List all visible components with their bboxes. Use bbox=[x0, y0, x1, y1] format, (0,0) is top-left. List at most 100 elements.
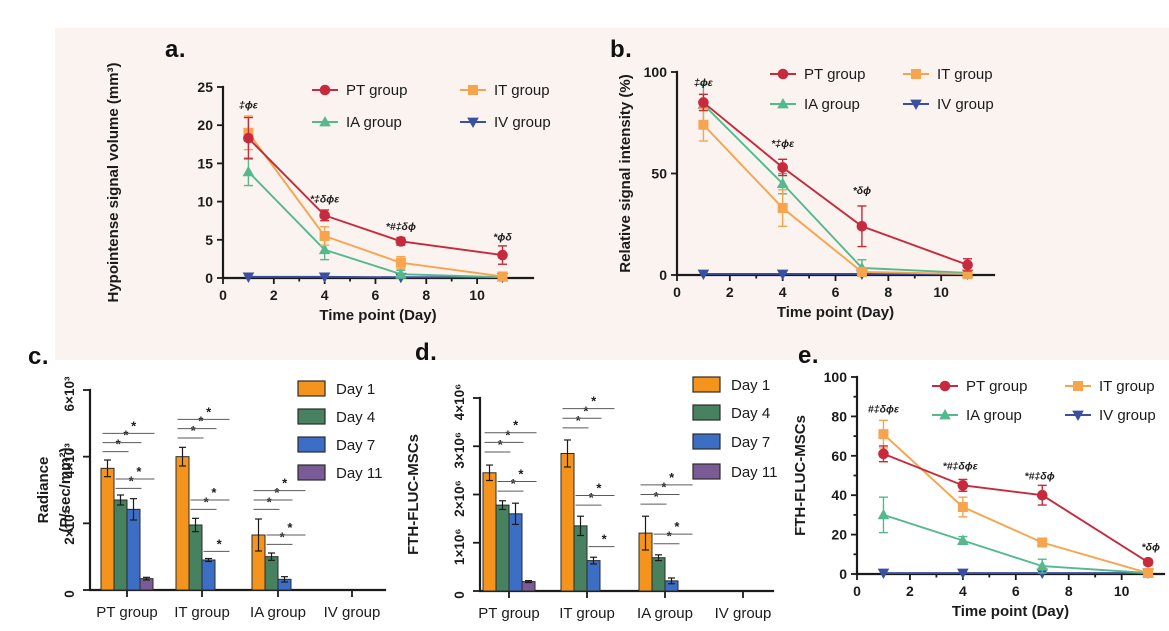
legend-item-day-1: Day 1 bbox=[297, 380, 375, 398]
svg-text:10: 10 bbox=[469, 287, 485, 303]
svg-text:*: * bbox=[518, 466, 524, 481]
svg-text:4×10⁶: 4×10⁶ bbox=[452, 384, 467, 421]
bars-day-4 bbox=[495, 500, 666, 592]
svg-text:2×10³: 2×10³ bbox=[62, 509, 77, 544]
svg-text:*: * bbox=[661, 480, 667, 495]
svg-text:IT group: IT group bbox=[559, 605, 615, 622]
svg-text:0: 0 bbox=[673, 284, 681, 300]
svg-text:2: 2 bbox=[906, 583, 914, 599]
panel-d-label: d. bbox=[415, 339, 438, 366]
svg-text:5: 5 bbox=[205, 232, 213, 248]
tick-labels: 0 5 10 15 20 25 0 2 4 6 8 10 bbox=[197, 79, 485, 303]
svg-text:6: 6 bbox=[832, 284, 840, 300]
svg-text:*: * bbox=[596, 480, 602, 495]
svg-text:100: 100 bbox=[644, 64, 668, 80]
y-axis-title: FTH-FLUC-MSCs bbox=[405, 434, 422, 555]
svg-text:‡ϕε: ‡ϕε bbox=[239, 99, 259, 111]
svg-text:*: * bbox=[217, 536, 223, 551]
svg-text:FTH-FLUC-MSCs: FTH-FLUC-MSCs bbox=[792, 415, 809, 536]
svg-text:*#‡δϕ: *#‡δϕ bbox=[1025, 470, 1055, 482]
bars-day-4 bbox=[113, 494, 279, 591]
svg-text:Day 1: Day 1 bbox=[731, 377, 770, 394]
panel-a: a. 0 5 10 15 20 25 0 2 4 6 8 10 Time point (Day) Hypo… bbox=[60, 30, 605, 340]
legend-item-day-4: Day 4 bbox=[297, 408, 375, 426]
svg-text:FTH-FLUC-MSCs: FTH-FLUC-MSCs bbox=[405, 434, 422, 555]
svg-text:*: * bbox=[267, 494, 273, 509]
svg-text:8: 8 bbox=[884, 284, 892, 300]
svg-text:Time point (Day): Time point (Day) bbox=[319, 307, 436, 324]
svg-text:4: 4 bbox=[959, 583, 967, 599]
svg-text:20: 20 bbox=[197, 117, 213, 133]
error-bar bbox=[512, 502, 519, 526]
svg-text:IV group: IV group bbox=[494, 114, 551, 131]
panel-b: b. 0 50 100 0 2 4 6 8 10 Time point (Day) Relative… bbox=[605, 30, 1165, 340]
svg-text:*: * bbox=[667, 529, 673, 544]
svg-text:IV group: IV group bbox=[937, 96, 994, 113]
legend: PT group IT group IA group IV group bbox=[312, 82, 551, 131]
chart-e-svg: 0 20 40 60 80 100 0 2 4 6 8 10 Time point (Day) FTH-F… bbox=[792, 369, 1166, 620]
svg-text:IA group: IA group bbox=[346, 114, 402, 131]
error-bar bbox=[499, 500, 506, 511]
svg-text:2×10⁶: 2×10⁶ bbox=[452, 480, 467, 517]
series-it-group bbox=[243, 115, 508, 282]
svg-text:*: * bbox=[511, 476, 517, 491]
svg-text:PT group: PT group bbox=[96, 604, 157, 621]
panel-c: c. 0 2×10³ 4×10³ 6×10³ Radiance (P/sec/mm²) PT… bbox=[10, 335, 395, 631]
svg-text:*: * bbox=[191, 423, 197, 438]
significance-annotations: ‡ϕε *‡δϕε *#‡δϕ *ϕδ bbox=[239, 99, 512, 243]
svg-text:*: * bbox=[674, 519, 680, 534]
svg-text:8: 8 bbox=[422, 287, 430, 303]
tick-marks bbox=[473, 397, 480, 592]
svg-text:IT group: IT group bbox=[174, 604, 230, 621]
bars-day-11 bbox=[139, 576, 154, 591]
svg-text:*: * bbox=[282, 476, 288, 491]
error-bar bbox=[104, 459, 111, 478]
category-labels: PT group IT group IA group IV group bbox=[96, 590, 380, 621]
series-ia-group bbox=[242, 157, 509, 282]
y-axis-title: Relative signal intensity (%) bbox=[617, 74, 634, 272]
error-bars bbox=[243, 116, 508, 265]
svg-text:*: * bbox=[576, 413, 582, 428]
svg-text:1×10⁶: 1×10⁶ bbox=[452, 528, 467, 565]
svg-text:*: * bbox=[129, 473, 135, 488]
svg-text:*: * bbox=[211, 485, 217, 500]
svg-text:PT group: PT group bbox=[804, 66, 865, 83]
svg-text:*: * bbox=[669, 470, 675, 485]
error-bar bbox=[564, 439, 571, 468]
x-axis-title: Time point (Day) bbox=[319, 307, 436, 324]
svg-text:6×10³: 6×10³ bbox=[62, 376, 77, 411]
svg-text:0: 0 bbox=[839, 566, 847, 582]
svg-text:IV group: IV group bbox=[715, 605, 772, 622]
svg-text:Day 7: Day 7 bbox=[731, 434, 770, 451]
error-bar bbox=[668, 577, 675, 585]
tick-labels: 0 50 100 0 2 4 6 8 10 bbox=[644, 64, 950, 300]
error-bar bbox=[117, 494, 124, 506]
svg-text:*ϕδ: *ϕδ bbox=[493, 232, 512, 244]
svg-text:(P/sec/mm²): (P/sec/mm²) bbox=[57, 447, 74, 532]
legend-item-day-1: Day 1 bbox=[692, 376, 770, 394]
y-axis-title: FTH-FLUC-MSCs bbox=[792, 415, 809, 536]
error-bar bbox=[192, 517, 199, 533]
significance-annotations: ‡ϕε *‡ϕε *δϕ bbox=[694, 77, 871, 197]
svg-text:IT group: IT group bbox=[494, 82, 550, 99]
svg-text:0: 0 bbox=[853, 583, 861, 599]
svg-text:0: 0 bbox=[205, 270, 213, 286]
legend: Day 1 Day 4 Day 7 Day 11 bbox=[297, 380, 382, 482]
error-bar bbox=[577, 515, 584, 537]
svg-text:Day 1: Day 1 bbox=[336, 381, 375, 398]
svg-text:*: * bbox=[116, 437, 122, 452]
error-bars bbox=[698, 93, 973, 272]
svg-text:IA group: IA group bbox=[966, 407, 1022, 424]
error-bar bbox=[143, 576, 150, 581]
legend-item-day-4: Day 4 bbox=[692, 404, 770, 422]
legend-item-pt-group: PT group bbox=[312, 82, 407, 99]
error-bar bbox=[281, 576, 288, 583]
svg-text:15: 15 bbox=[197, 155, 213, 171]
svg-text:*: * bbox=[505, 427, 511, 442]
tick-labels: 0 1×10⁶ 2×10⁶ 3×10⁶ 4×10⁶ bbox=[452, 384, 467, 599]
svg-text:60: 60 bbox=[831, 448, 847, 464]
legend-item-ia-group: IA group bbox=[932, 407, 1022, 424]
legend-item-day-11: Day 11 bbox=[297, 464, 382, 482]
svg-text:PT group: PT group bbox=[966, 378, 1027, 395]
